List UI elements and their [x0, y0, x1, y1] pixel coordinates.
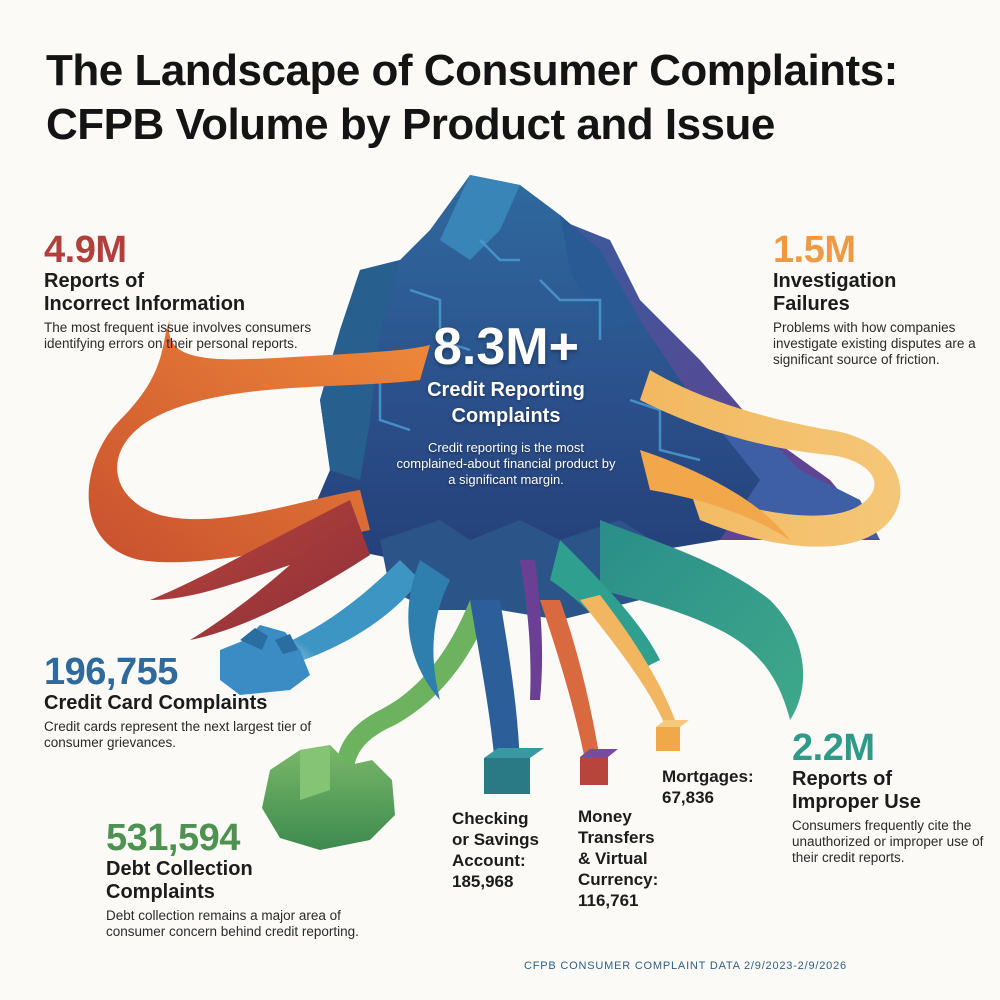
- stat-heading-line-1: Reports of: [44, 270, 144, 292]
- source-note: CFPB CONSUMER COMPLAINT DATA 2/9/2023-2/…: [524, 960, 847, 972]
- product-label-line-2: or Savings: [452, 830, 539, 849]
- money-block: [580, 757, 608, 785]
- stat-incorrect-information: 4.9M Reports of Incorrect Information Th…: [44, 230, 314, 352]
- blue-stream: [270, 560, 420, 668]
- stat-debt-collection-complaints: 531,594 Debt Collection Complaints Debt …: [106, 818, 366, 940]
- checking-block: [484, 758, 530, 794]
- money-stream: [540, 600, 600, 760]
- product-mortgages: Mortgages: 67,836: [662, 766, 772, 808]
- stat-heading-line-2: Incorrect Information: [44, 293, 246, 315]
- product-label-line-2: Transfers: [578, 828, 655, 847]
- stat-heading-line-1: Credit Card Complaints: [44, 692, 268, 714]
- stat-investigation-failures: 1.5M Investigation Failures Problems wit…: [773, 230, 983, 368]
- product-value: 185,968: [452, 872, 514, 891]
- center-credit-reporting: 8.3M+ Credit Reporting Complaints Credit…: [380, 318, 632, 488]
- stat-heading-line-2: Failures: [773, 293, 850, 315]
- stat-heading-line-2: Improper Use: [792, 791, 921, 813]
- stat-improper-use: 2.2M Reports of Improper Use Consumers f…: [792, 728, 992, 866]
- checking-block-top: [484, 748, 544, 758]
- stat-value: 196,755: [44, 651, 178, 693]
- money-block-top: [580, 749, 618, 757]
- mountain-right-face: [560, 215, 640, 330]
- stat-description: Credit cards represent the next largest …: [44, 719, 312, 750]
- center-description: Credit reporting is the most complained-…: [396, 440, 616, 487]
- product-label-line-1: Mortgages:: [662, 767, 754, 786]
- stat-heading-line-1: Investigation: [773, 270, 897, 292]
- mortgage-stream: [580, 595, 675, 725]
- mountain-right-facets: [700, 420, 880, 540]
- stat-heading-line-2: Complaints: [106, 881, 215, 903]
- green-stream: [336, 600, 490, 790]
- mortgage-block-top: [656, 720, 689, 727]
- stat-value: 531,594: [106, 817, 240, 859]
- yellow-thin-stream: [640, 450, 790, 540]
- title-line-2: CFPB Volume by Product and Issue: [46, 100, 775, 149]
- stat-credit-card-complaints: 196,755 Credit Card Complaints Credit ca…: [44, 652, 314, 751]
- orange-stream: [88, 320, 430, 563]
- red-stream: [150, 500, 370, 640]
- checking-stream: [470, 600, 520, 765]
- stat-value: 4.9M: [44, 229, 127, 271]
- product-label-line-1: Money: [578, 807, 632, 826]
- stat-description: Consumers frequently cite the unauthoriz…: [792, 818, 984, 865]
- product-value: 116,761: [578, 891, 639, 910]
- mountain-peak-highlight: [440, 175, 520, 260]
- credit-card-blocks: [240, 628, 298, 654]
- debt-collection-hill: [262, 745, 395, 850]
- mountain-circuit-lines: [350, 239, 701, 462]
- debt-collection-facet: [300, 745, 330, 800]
- stat-value: 2.2M: [792, 727, 875, 769]
- blue-swirl-stream: [408, 560, 450, 700]
- stat-description: Debt collection remains a major area of …: [106, 908, 359, 939]
- page-title: The Landscape of Consumer Complaints: CF…: [46, 44, 976, 152]
- product-checking-savings: Checking or Savings Account: 185,968: [452, 808, 572, 892]
- product-label-line-4: Currency:: [578, 870, 659, 889]
- product-label-line-3: Account:: [452, 851, 526, 870]
- product-label-line-3: & Virtual: [578, 849, 648, 868]
- stat-description: The most frequent issue involves consume…: [44, 320, 312, 351]
- product-money-transfers: Money Transfers & Virtual Currency: 116,…: [578, 806, 688, 911]
- title-line-1: The Landscape of Consumer Complaints:: [46, 46, 898, 95]
- purple-center-stream: [520, 560, 543, 700]
- mortgage-block: [656, 727, 680, 751]
- center-value: 8.3M+: [433, 318, 579, 376]
- product-value: 67,836: [662, 788, 714, 807]
- teal-stream: [600, 520, 804, 720]
- stat-description: Problems with how companies investigate …: [773, 320, 976, 367]
- stat-heading-line-1: Debt Collection: [106, 858, 253, 880]
- stat-value: 1.5M: [773, 229, 856, 271]
- product-label-line-1: Checking: [452, 809, 529, 828]
- center-label-line-2: Complaints: [451, 405, 561, 427]
- stat-heading-line-1: Reports of: [792, 768, 892, 790]
- center-label-line-1: Credit Reporting: [427, 379, 585, 401]
